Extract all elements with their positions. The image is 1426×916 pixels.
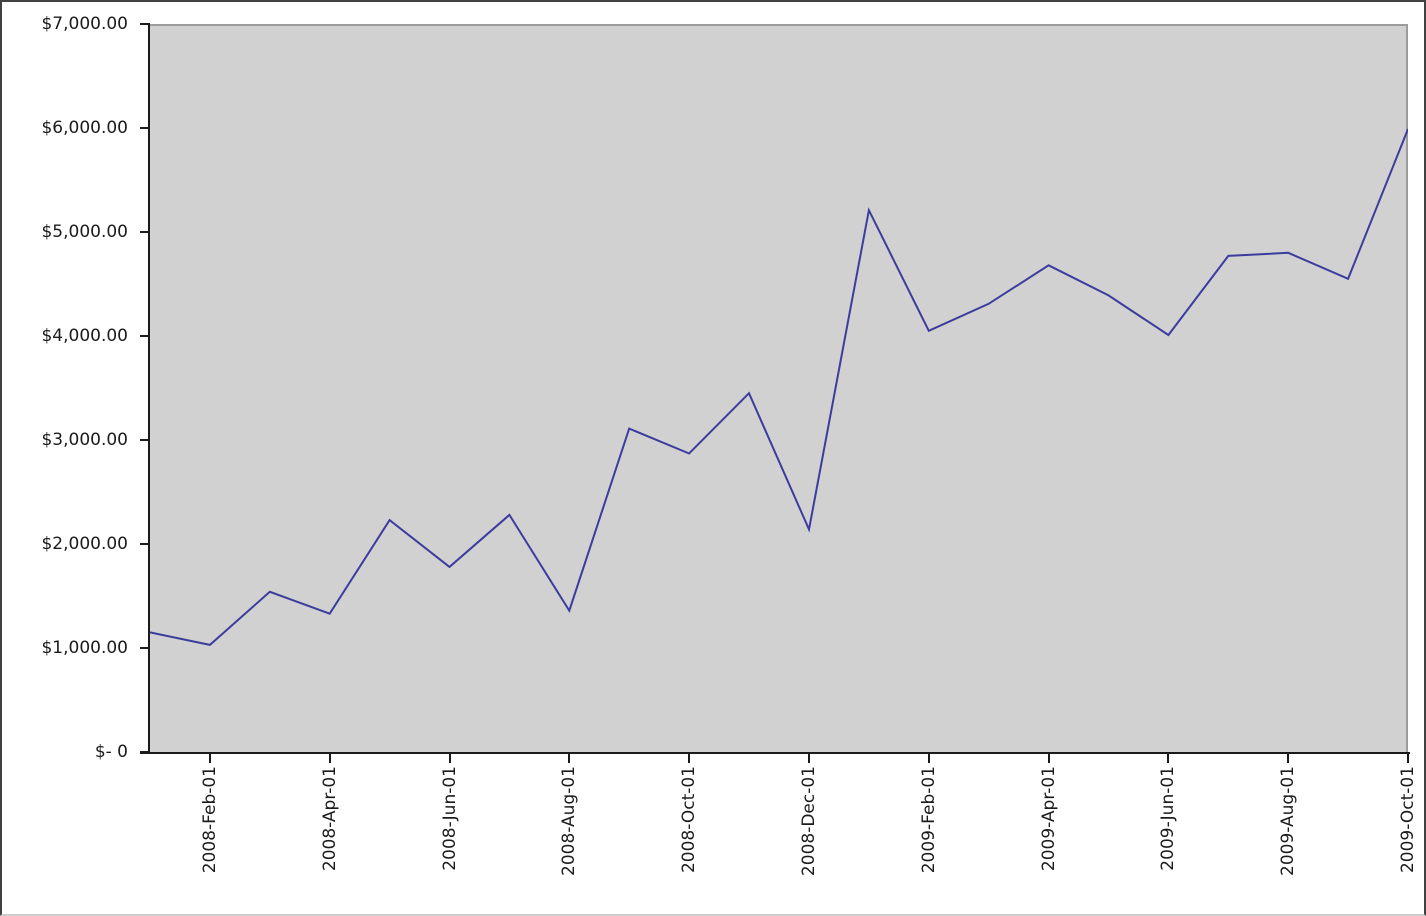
y-tick-mark (140, 127, 150, 129)
plot-area (150, 24, 1408, 752)
y-tick-label: $3,000.00 (41, 430, 128, 450)
y-tick-label: $1,000.00 (41, 638, 128, 658)
x-tick-mark (1167, 754, 1170, 763)
y-tick-mark (140, 439, 150, 441)
x-tick-mark (328, 754, 331, 763)
y-tick-mark (140, 23, 150, 25)
y-tick-mark (140, 647, 150, 649)
x-tick-label: 2008-Feb-01 (199, 766, 220, 874)
x-axis-line (140, 752, 1410, 754)
y-tick-mark (140, 751, 150, 753)
y-tick-mark (140, 231, 150, 233)
x-tick-label: 2008-Jun-01 (439, 766, 460, 871)
x-tick-label: 2009-Apr-01 (1038, 766, 1059, 872)
series-line (150, 128, 1408, 646)
y-tick-label: $5,000.00 (41, 222, 128, 242)
x-tick-mark (208, 754, 211, 763)
x-tick-mark (688, 754, 691, 763)
y-tick-label: $7,000.00 (41, 14, 128, 34)
x-tick-mark (1407, 754, 1409, 763)
x-tick-label: 2008-Apr-01 (319, 766, 340, 872)
y-tick-mark (140, 543, 150, 545)
x-tick-mark (568, 754, 571, 763)
y-tick-label: $4,000.00 (41, 326, 128, 346)
x-tick-mark (1287, 754, 1290, 763)
y-tick-label: $2,000.00 (41, 534, 128, 554)
x-tick-label: 2008-Dec-01 (798, 766, 819, 877)
x-tick-mark (1047, 754, 1050, 763)
x-tick-label: 2008-Oct-01 (679, 766, 700, 874)
x-tick-mark (807, 754, 810, 763)
y-axis-line (148, 24, 150, 754)
line-chart-svg (150, 128, 1408, 646)
x-tick-mark (448, 754, 451, 763)
y-tick-mark (140, 335, 150, 337)
y-tick-label: $- 0 (94, 742, 128, 762)
x-tick-label: 2008-Aug-01 (559, 766, 580, 876)
x-tick-mark (927, 754, 930, 763)
x-tick-label: 2009-Oct-01 (1398, 766, 1418, 874)
x-tick-label: 2009-Feb-01 (918, 766, 939, 874)
x-tick-label: 2009-Aug-01 (1278, 766, 1299, 876)
x-tick-label: 2009-Jun-01 (1158, 766, 1179, 871)
y-tick-label: $6,000.00 (41, 118, 128, 138)
